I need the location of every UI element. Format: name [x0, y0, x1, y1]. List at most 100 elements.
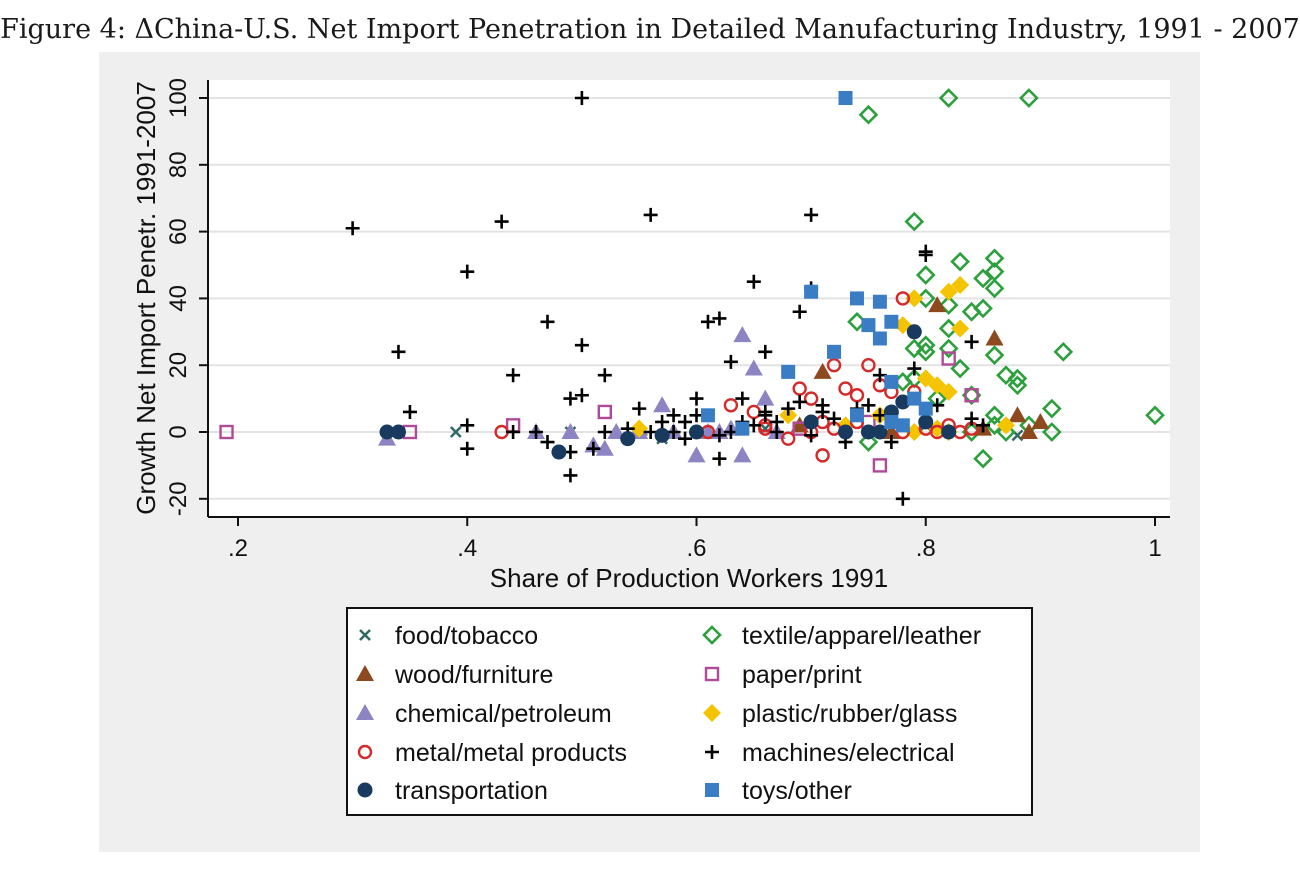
data-point-toys-other: [884, 374, 899, 389]
data-point-chemical-petroleum: [561, 423, 580, 439]
legend-label-toys-other: toys/other: [742, 777, 852, 805]
data-point-textile-apparel-leather: [1053, 342, 1074, 362]
data-point-transportation: [918, 414, 934, 430]
data-point-machines-electrical: [712, 451, 727, 466]
y-tick-label: 80: [165, 151, 192, 178]
data-point-textile-apparel-leather: [973, 448, 993, 469]
data-point-metal-metal-products: [792, 381, 807, 396]
data-point-toys-other: [804, 284, 819, 299]
data-point-machines-electrical: [597, 425, 612, 439]
data-point-textile-apparel-leather: [984, 405, 1005, 426]
data-point-textile-apparel-leather: [973, 298, 993, 319]
gridlines: [208, 97, 1170, 500]
data-point-machines-electrical: [574, 388, 589, 403]
data-point-transportation: [895, 394, 911, 410]
data-point-wood-furniture: [813, 362, 832, 379]
data-point-transportation: [379, 424, 395, 440]
data-point-chemical-petroleum: [595, 439, 614, 456]
data-point-toys-other: [895, 418, 910, 433]
data-point-toys-other: [849, 291, 864, 306]
data-point-metal-metal-products: [815, 448, 830, 463]
data-point-toys-other: [872, 294, 887, 309]
data-point-textile-apparel-leather: [950, 358, 970, 379]
data-point-textile-apparel-leather: [915, 265, 936, 285]
data-point-transportation: [654, 427, 670, 443]
legend-marker-transportation: [357, 782, 373, 798]
data-point-textile-apparel-leather: [1019, 88, 1039, 108]
legend-marker-machines-electrical: [705, 745, 719, 759]
data-point-machines-electrical: [460, 418, 475, 433]
y-tick-label: 20: [165, 352, 192, 379]
data-point-chemical-petroleum: [653, 396, 672, 413]
data-point-machines-electrical: [678, 414, 693, 429]
data-point-wood-furniture: [985, 329, 1004, 346]
data-point-toys-other: [838, 91, 853, 105]
data-point-machines-electrical: [723, 354, 738, 369]
axes: [199, 80, 1170, 526]
x-tick-label: .8: [916, 535, 936, 562]
y-tick-label: -20: [165, 481, 192, 516]
data-point-textile-apparel-leather: [904, 338, 925, 359]
data-point-machines-electrical: [964, 334, 979, 349]
data-point-chemical-petroleum: [687, 446, 706, 463]
data-point-machines-electrical: [540, 314, 555, 329]
data-point-transportation: [872, 424, 888, 440]
data-point-machines-electrical: [815, 398, 830, 413]
data-point-plastic-rubber-glass: [939, 382, 958, 401]
data-point-toys-other: [884, 314, 899, 329]
data-point-textile-apparel-leather: [984, 278, 1005, 299]
data-point-machines-electrical: [735, 391, 750, 406]
legend-marker-textile-apparel-leather: [702, 625, 722, 645]
data-point-machines-electrical: [781, 401, 796, 416]
data-point-textile-apparel-leather: [904, 211, 925, 232]
legend-label-chemical-petroleum: chemical/petroleum: [395, 700, 612, 728]
data-point-textile-apparel-leather: [1041, 398, 1062, 419]
data-point-plastic-rubber-glass: [939, 282, 958, 301]
data-point-wood-furniture: [1031, 412, 1050, 429]
data-point-textile-apparel-leather: [984, 248, 1005, 269]
data-point-textile-apparel-leather: [858, 432, 879, 452]
data-point-machines-electrical: [712, 311, 727, 326]
x-tick-label: .2: [228, 535, 248, 562]
data-point-transportation: [620, 431, 636, 447]
data-point-plastic-rubber-glass: [996, 416, 1015, 435]
data-point-machines-electrical: [895, 491, 910, 506]
data-point-wood-furniture: [1019, 423, 1038, 439]
legend-label-metal-metal-products: metal/metal products: [395, 739, 627, 767]
data-point-machines-electrical: [345, 221, 360, 236]
data-point-textile-apparel-leather: [950, 251, 970, 272]
legend-marker-paper-print: [704, 666, 720, 682]
figure-title: Figure 4: ΔChina-U.S. Net Import Penetra…: [0, 14, 1300, 45]
data-point-wood-furniture: [790, 416, 809, 433]
data-point-machines-electrical: [700, 314, 715, 329]
y-tick-label: 60: [165, 218, 192, 245]
data-point-machines-electrical: [655, 414, 670, 429]
legend-label-textile-apparel-leather: textile/apparel/leather: [742, 622, 981, 650]
data-point-textile-apparel-leather: [915, 335, 936, 355]
x-tick-label: .4: [457, 535, 477, 562]
data-point-textile-apparel-leather: [996, 365, 1016, 386]
data-point-paper-print: [597, 404, 612, 420]
legend: food/tobacco textile/apparel/leather wood/…: [356, 622, 981, 805]
data-point-toys-other: [827, 344, 842, 359]
x-tick-label: .6: [686, 535, 706, 562]
data-point-machines-electrical: [792, 304, 807, 319]
data-point-textile-apparel-leather: [996, 422, 1016, 442]
data-point-machines-electrical: [758, 404, 773, 419]
data-point-machines-electrical: [769, 425, 784, 439]
data-point-machines-electrical: [758, 344, 773, 359]
data-point-chemical-petroleum: [744, 359, 763, 376]
data-point-machines-electrical: [460, 264, 475, 279]
data-point-textile-apparel-leather: [984, 345, 1005, 366]
data-point-textile-apparel-leather: [938, 295, 959, 315]
y-axis-title: Growth Net Import Penetr. 1991-2007: [131, 81, 161, 515]
legend-marker-plastic-rubber-glass: [703, 704, 721, 722]
data-point-plastic-rubber-glass: [951, 319, 970, 338]
legend-label-machines-electrical: machines/electrical: [742, 739, 955, 767]
data-point-textile-apparel-leather: [1007, 368, 1028, 389]
data-point-toys-other: [907, 391, 922, 406]
data-point-transportation: [906, 324, 922, 340]
data-point-transportation: [803, 414, 819, 430]
legend-marker-food-tobacco: [359, 629, 371, 641]
data-point-chemical-petroleum: [733, 326, 752, 343]
